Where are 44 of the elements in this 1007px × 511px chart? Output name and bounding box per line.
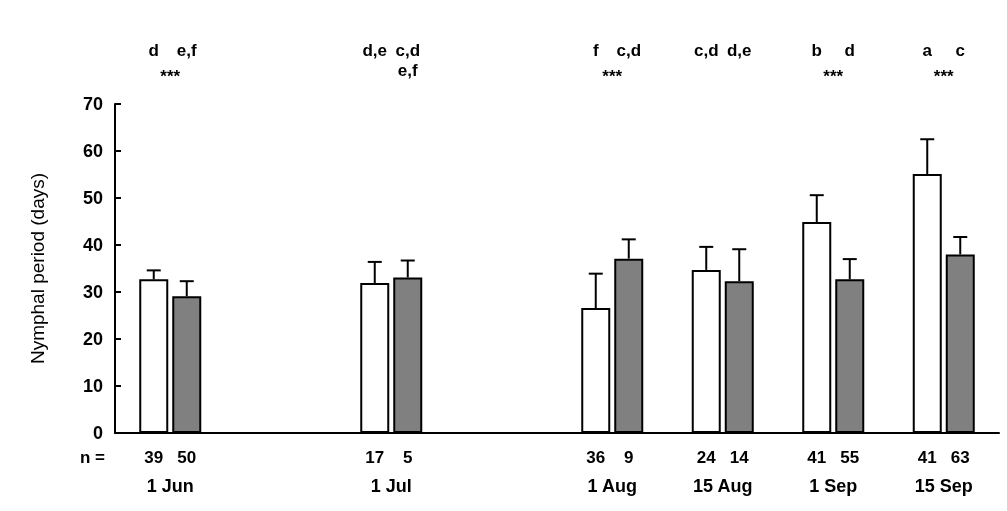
text: f: [592, 40, 599, 60]
text: ***: [933, 66, 955, 86]
text: 41: [917, 447, 937, 467]
text: e,f: [176, 40, 198, 60]
text: a: [922, 40, 933, 60]
text: 24: [696, 447, 717, 467]
text: 63: [950, 447, 970, 467]
x-tick-label: 1 Aug: [587, 476, 637, 496]
text: ***: [160, 66, 181, 86]
text: c,d: [616, 40, 642, 60]
text: d: [844, 40, 855, 60]
text: 5: [403, 447, 413, 467]
text: 55: [840, 447, 860, 467]
text: c,d: [693, 40, 719, 60]
text: ***: [823, 66, 844, 86]
text: b: [811, 40, 822, 60]
x-tick-label: 1 Jun: [146, 476, 194, 496]
text: 36: [586, 447, 606, 467]
y-tick-label: 0: [92, 423, 103, 443]
y-tick-label: 50: [82, 188, 103, 208]
text: 14: [729, 447, 750, 467]
text: 17: [365, 447, 385, 467]
y-tick-label: 10: [82, 376, 103, 396]
text: 41: [807, 447, 827, 467]
x-tick-label: 1 Sep: [809, 476, 858, 496]
text: d,e: [362, 40, 388, 60]
text: d: [148, 40, 159, 60]
y-tick-label: 70: [82, 94, 103, 114]
y-axis-title: Nymphal period (days): [27, 172, 48, 365]
text: 9: [624, 447, 634, 467]
text: n =: [80, 447, 106, 467]
text: 39: [144, 447, 164, 467]
x-tick-label: 15 Sep: [914, 476, 973, 496]
y-tick-label: 40: [82, 235, 103, 255]
text: c: [955, 40, 965, 60]
text: d,e: [726, 40, 752, 60]
y-tick-label: 60: [82, 141, 103, 161]
text: c,d e,f: [395, 40, 421, 80]
y-tick-label: 30: [82, 282, 103, 302]
text: 50: [177, 447, 197, 467]
x-tick-label: 1 Jul: [370, 476, 412, 496]
x-tick-label: 15 Aug: [693, 476, 753, 496]
text: ***: [602, 66, 623, 86]
y-tick-label: 20: [82, 329, 103, 349]
